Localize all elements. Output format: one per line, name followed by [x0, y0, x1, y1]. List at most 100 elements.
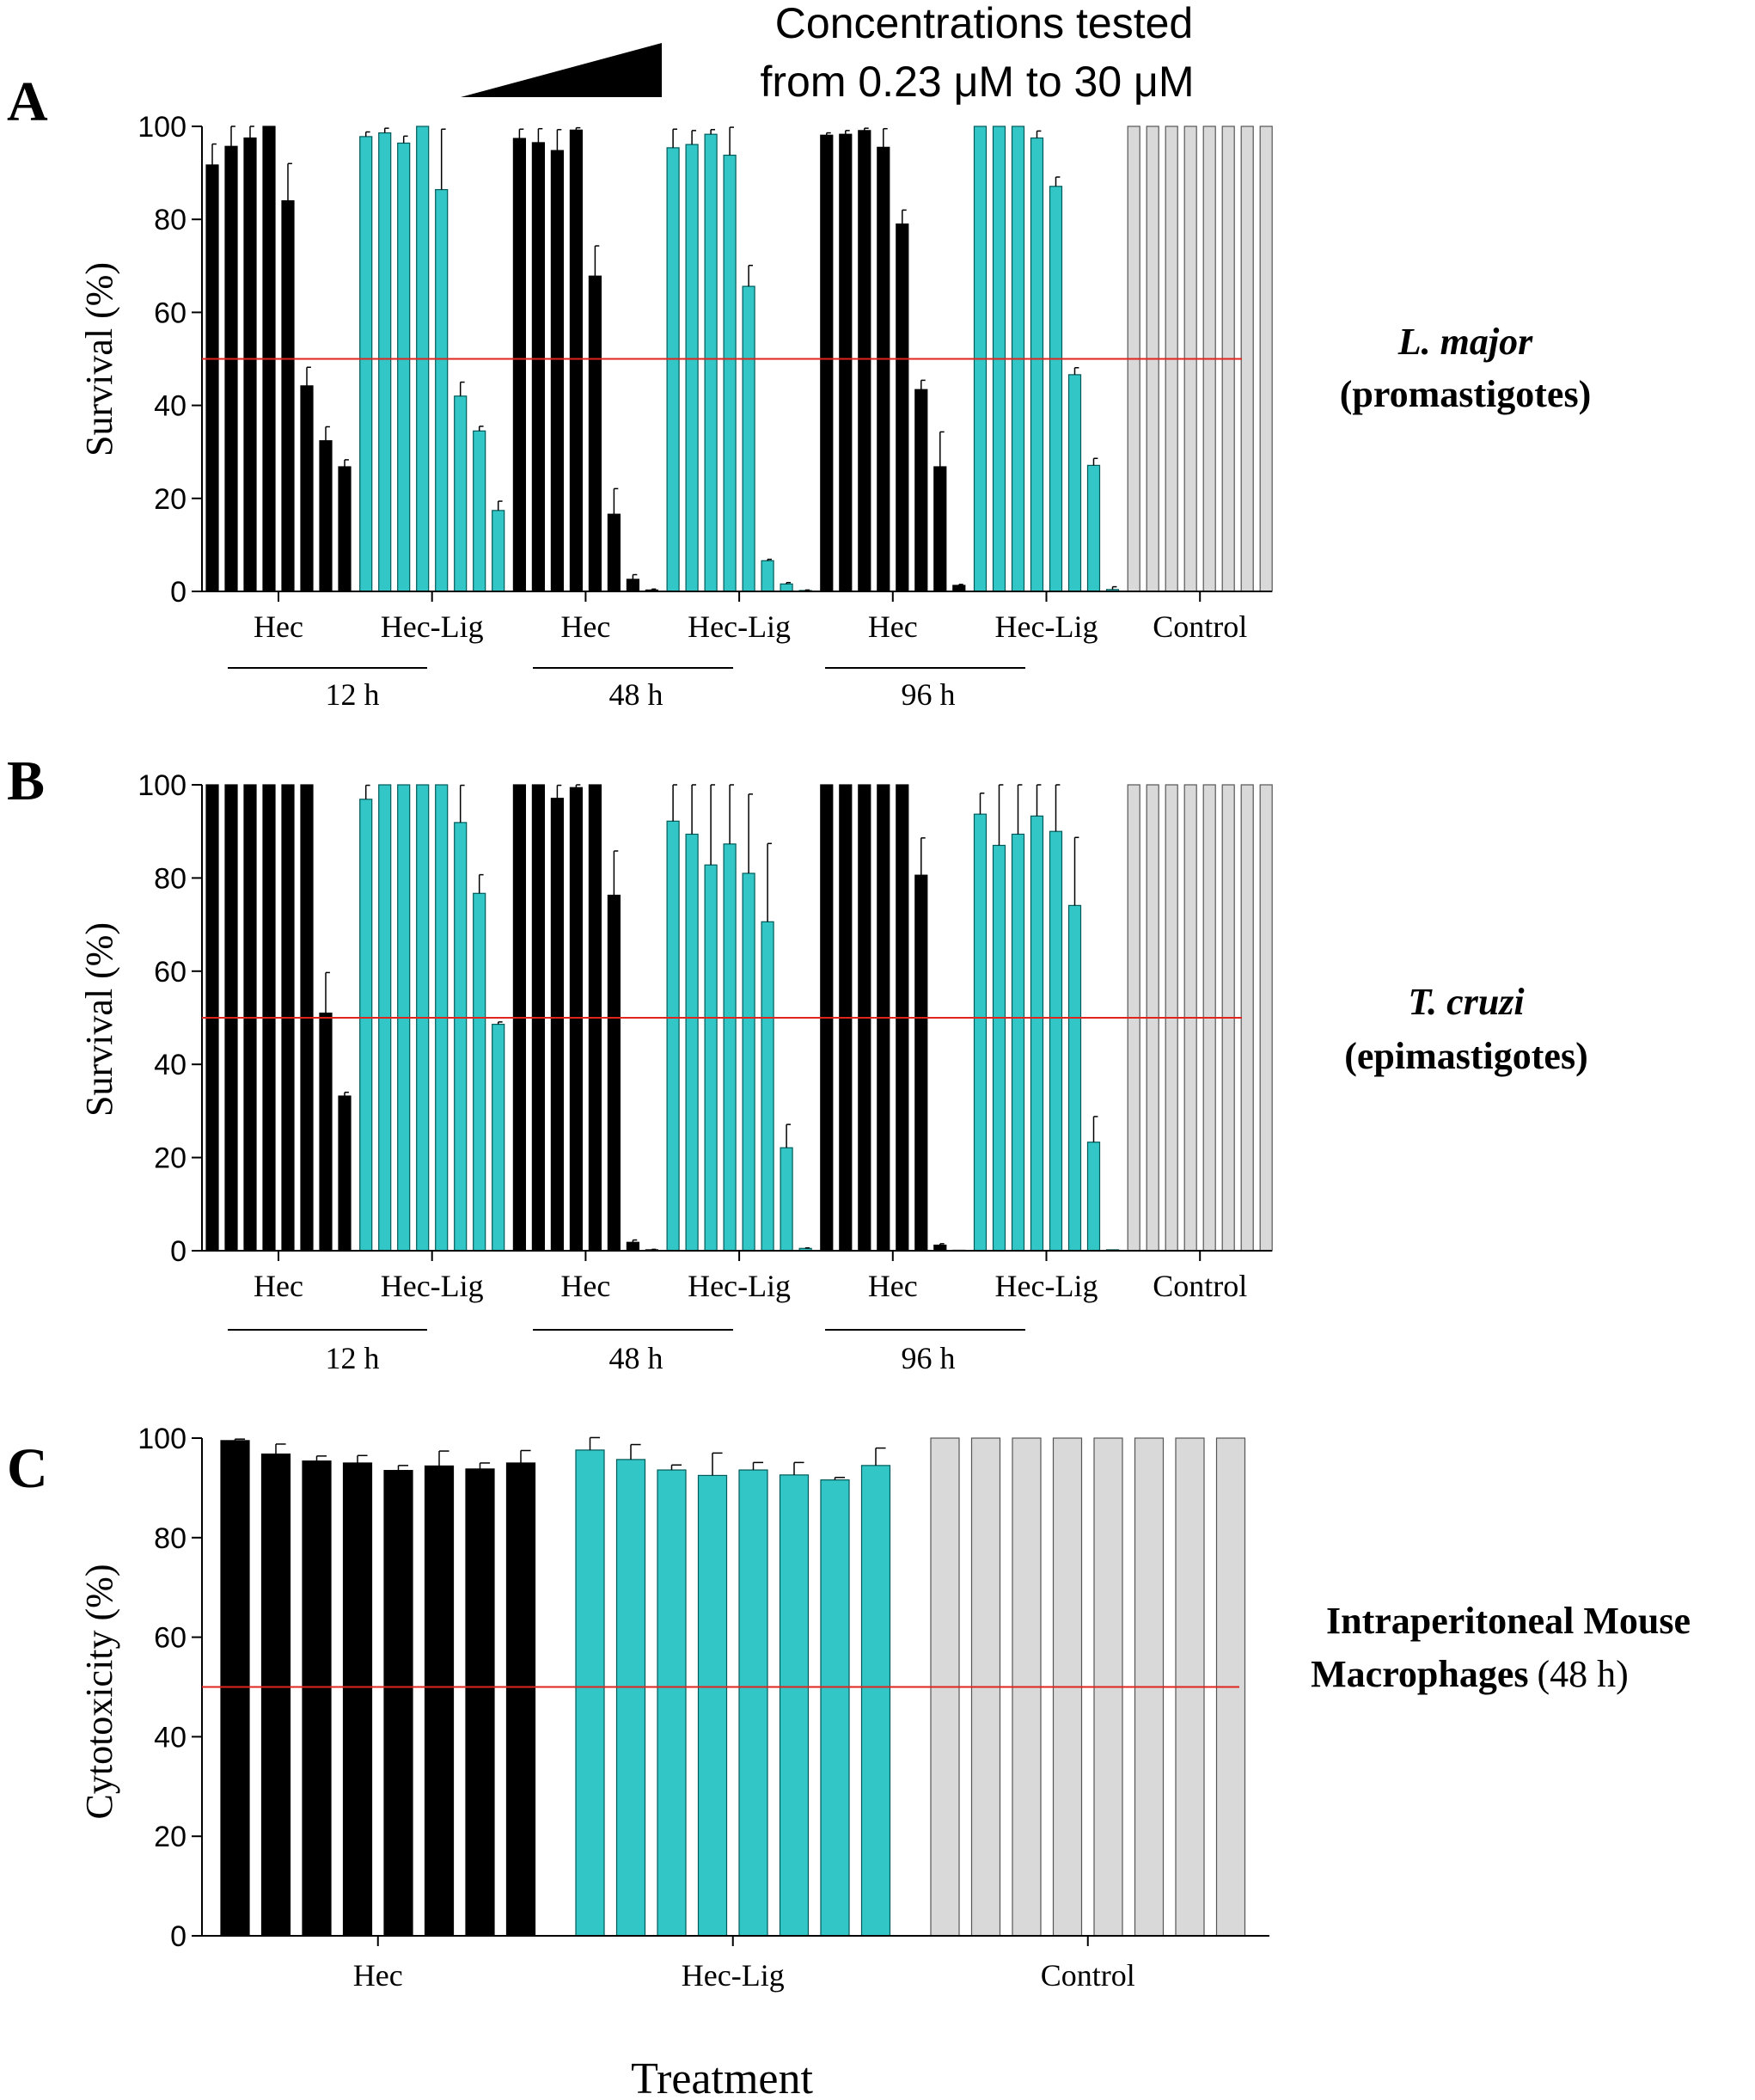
panel-c-ylabel: Cytotoxicity (%) — [78, 1564, 120, 1820]
bar — [1030, 137, 1044, 592]
time-label: 48 h — [609, 677, 663, 712]
x-category-label: Hec — [254, 1269, 303, 1303]
bar — [465, 1468, 495, 1937]
bar — [1067, 904, 1082, 1252]
bar — [952, 585, 966, 592]
x-category-label: Hec-Lig — [995, 609, 1098, 644]
panel-a-organism: L. major — [1397, 321, 1533, 363]
bar — [820, 1479, 850, 1937]
bar — [615, 1459, 646, 1937]
bar — [397, 142, 411, 592]
y-tick-label: 20 — [154, 483, 187, 516]
y-tick-label: 60 — [154, 956, 187, 989]
bar — [973, 813, 988, 1252]
bar — [319, 440, 333, 592]
y-tick-label: 80 — [154, 862, 187, 895]
panel-c-stage: Macrophages — [1311, 1653, 1528, 1695]
bar — [742, 872, 755, 1252]
bar — [1030, 815, 1044, 1252]
bar — [914, 874, 928, 1252]
bar — [780, 583, 793, 592]
x-category-label: Control — [1041, 1958, 1135, 1993]
bar — [657, 1469, 687, 1937]
y-tick-label: 0 — [170, 576, 187, 609]
y-tick-label: 80 — [154, 1522, 187, 1555]
bar — [933, 466, 947, 592]
bar — [704, 133, 718, 592]
y-tick-label: 100 — [138, 111, 187, 144]
bar — [697, 1474, 728, 1937]
bar — [492, 510, 505, 592]
panel-c-letter: C — [7, 1437, 48, 1500]
y-tick-label: 40 — [154, 390, 187, 423]
bar — [550, 798, 565, 1252]
y-tick-label: 60 — [154, 297, 187, 329]
bar — [914, 389, 928, 592]
panel-b-organism: T. cruzi — [1408, 981, 1525, 1023]
time-label: 12 h — [326, 677, 380, 712]
bar — [359, 799, 373, 1252]
panel-a: A Survival (%) L. major (promastigotes) … — [7, 70, 1591, 712]
x-category-label: Hec-Lig — [682, 1958, 785, 1993]
bar — [723, 154, 737, 592]
bar — [1086, 464, 1101, 592]
bar — [338, 466, 352, 592]
bar — [435, 188, 449, 592]
bar — [220, 1440, 250, 1937]
bar — [424, 1465, 455, 1937]
bar — [243, 137, 257, 592]
x-category-label: Hec-Lig — [688, 1269, 791, 1303]
panel-c-organism: Intraperitoneal Mouse — [1326, 1600, 1691, 1642]
bar — [626, 579, 640, 592]
bar — [505, 1462, 536, 1937]
bar — [378, 132, 392, 592]
bar — [780, 1147, 793, 1252]
bar — [860, 1465, 891, 1937]
bar — [1259, 126, 1273, 592]
x-category-label: Hec-Lig — [381, 1269, 484, 1303]
bar — [685, 144, 699, 592]
time-label: 96 h — [902, 677, 956, 712]
concentration-title-line2: from 0.23 μM to 30 μM — [760, 58, 1194, 106]
bar — [877, 146, 890, 592]
bar — [383, 1470, 413, 1937]
y-tick-label: 40 — [154, 1721, 187, 1754]
bar — [359, 136, 373, 592]
bar — [1049, 186, 1063, 592]
panel-b-letter: B — [7, 750, 45, 812]
bar — [738, 1469, 768, 1937]
bar — [205, 164, 219, 592]
bar — [1067, 374, 1082, 592]
x-category-label: Control — [1153, 1269, 1247, 1303]
bar — [492, 1023, 505, 1252]
panel-a-ylabel: Survival (%) — [78, 262, 120, 456]
bar — [896, 223, 909, 592]
bar — [761, 560, 774, 592]
bar — [224, 145, 238, 592]
bar — [626, 1241, 640, 1252]
x-category-label: Control — [1153, 609, 1247, 644]
panel-c: C Cytotoxicity (%) Intraperitoneal Mouse… — [7, 1423, 1691, 1993]
bar — [704, 864, 718, 1252]
panel-c-stage-line: Macrophages (48 h) — [1311, 1653, 1629, 1695]
bar — [666, 147, 680, 592]
x-category-label: Hec — [254, 609, 303, 644]
bar — [338, 1095, 352, 1252]
bar — [1259, 784, 1273, 1252]
bar — [1240, 126, 1254, 592]
bar — [454, 822, 468, 1252]
y-tick-label: 80 — [154, 204, 187, 236]
bar — [300, 385, 314, 592]
x-category-label: Hec — [868, 1269, 918, 1303]
panel-c-stage-suffix: (48 h) — [1538, 1653, 1629, 1695]
bar — [607, 894, 621, 1252]
panel-b-ylabel: Survival (%) — [78, 922, 120, 1117]
bar — [666, 820, 680, 1252]
panel-a-letter: A — [7, 70, 48, 133]
bar — [685, 833, 699, 1252]
time-label: 96 h — [902, 1341, 956, 1375]
bar — [302, 1460, 332, 1937]
x-category-label: Hec-Lig — [995, 1269, 1098, 1303]
time-label: 48 h — [609, 1341, 663, 1375]
